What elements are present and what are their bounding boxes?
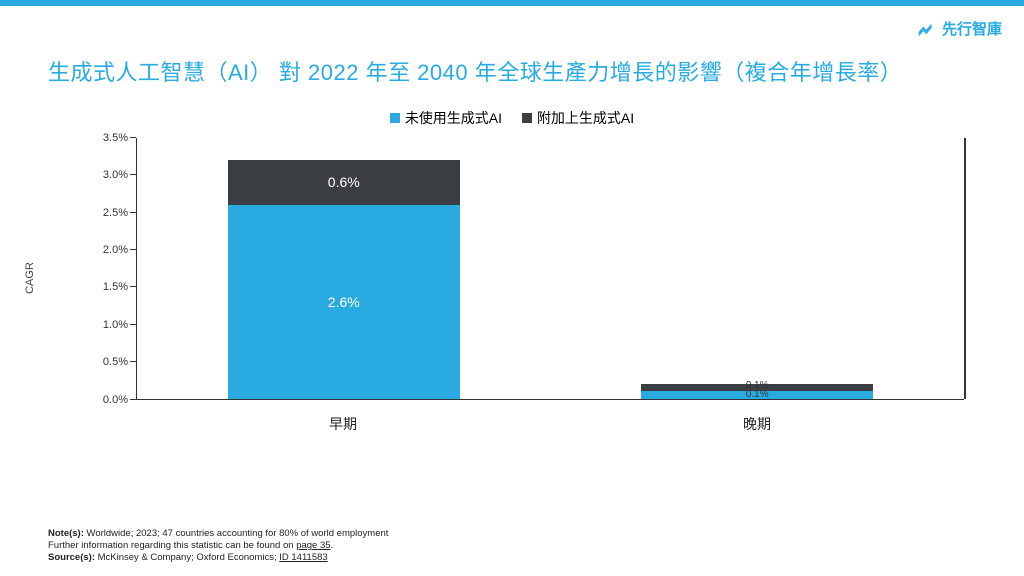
x-axis-label: 晚期: [743, 414, 771, 434]
sources-text: McKinsey & Company; Oxford Economics;: [95, 552, 279, 563]
legend: 未使用生成式AI 附加上生成式AI: [48, 108, 976, 128]
brand-text: 先行智庫: [942, 18, 1002, 39]
legend-swatch-with: [522, 113, 532, 123]
page-title: 生成式人工智慧（AI） 對 2022 年至 2040 年全球生產力增長的影響（複…: [0, 6, 1024, 96]
x-axis-label: 早期: [329, 414, 357, 434]
further-link[interactable]: page 35: [296, 540, 330, 551]
further-prefix: Further information regarding this stati…: [48, 540, 296, 551]
notes-line: Note(s): Worldwide; 2023; 47 countries a…: [48, 528, 388, 540]
y-tick-label: 0.0%: [103, 394, 128, 406]
sources-label: Source(s):: [48, 552, 95, 563]
y-tick-label: 1.5%: [103, 281, 128, 293]
footer-notes: Note(s): Worldwide; 2023; 47 countries a…: [48, 528, 388, 564]
y-ticks: 0.0%0.5%1.0%1.5%2.0%2.5%3.0%3.5%: [48, 138, 136, 400]
bars-layer: 2.6%0.6% 0.1%0.1%: [137, 138, 964, 399]
bar-seg-without: 2.6%: [228, 205, 460, 399]
bar-seg-without: 0.1%: [641, 391, 873, 398]
x-labels: 早期 晚期: [136, 404, 964, 448]
y-tick-label: 3.0%: [103, 169, 128, 181]
plot-area: 2.6%0.6% 0.1%0.1%: [136, 138, 964, 400]
legend-label-without: 未使用生成式AI: [405, 108, 502, 128]
legend-item-without: 未使用生成式AI: [390, 108, 502, 128]
y-axis-label: CAGR: [24, 262, 36, 294]
further-line: Further information regarding this stati…: [48, 540, 388, 552]
y-tick-label: 0.5%: [103, 356, 128, 368]
brand-icon: [918, 23, 936, 35]
sources-line: Source(s): McKinsey & Company; Oxford Ec…: [48, 552, 388, 564]
y-tick-label: 1.0%: [103, 319, 128, 331]
brand-badge: 先行智庫: [918, 18, 1002, 39]
y-tick-label: 2.0%: [103, 244, 128, 256]
y-tick-label: 3.5%: [103, 132, 128, 144]
sources-link[interactable]: ID 1411583: [279, 552, 327, 563]
notes-text: Worldwide; 2023; 47 countries accounting…: [84, 528, 389, 539]
legend-label-with: 附加上生成式AI: [537, 108, 634, 128]
y-tick-label: 2.5%: [103, 207, 128, 219]
further-suffix: .: [331, 540, 334, 551]
legend-item-with: 附加上生成式AI: [522, 108, 634, 128]
chart: 未使用生成式AI 附加上生成式AI CAGR 0.0%0.5%1.0%1.5%2…: [48, 108, 976, 448]
bar-seg-with: 0.6%: [228, 160, 460, 205]
bar-group: 0.1%0.1%: [641, 384, 873, 399]
legend-swatch-without: [390, 113, 400, 123]
bar-seg-with: 0.1%: [641, 384, 873, 391]
bar-group: 2.6%0.6%: [228, 160, 460, 399]
notes-label: Note(s):: [48, 528, 84, 539]
